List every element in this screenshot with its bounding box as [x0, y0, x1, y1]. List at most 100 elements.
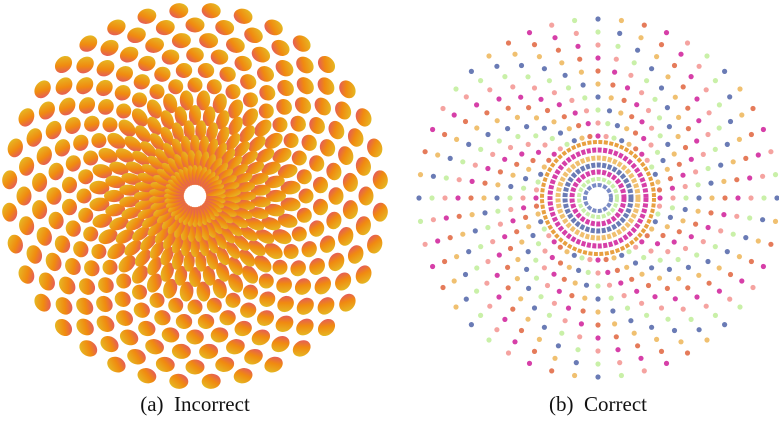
dot [655, 211, 660, 216]
dot [551, 272, 556, 277]
dot [648, 248, 653, 253]
dot [670, 195, 675, 200]
dot [709, 195, 714, 200]
blob [93, 57, 117, 80]
blob [269, 333, 293, 355]
blob [43, 250, 65, 274]
blob [125, 25, 148, 46]
dot [685, 106, 690, 111]
dot [658, 258, 663, 263]
blob [1, 170, 18, 190]
dot [676, 115, 681, 120]
blob [36, 99, 58, 123]
dot [701, 239, 706, 244]
dot [508, 246, 513, 251]
blob [64, 154, 83, 174]
dot [653, 172, 658, 177]
dot [649, 126, 654, 131]
dot [595, 55, 600, 60]
blob [61, 176, 77, 194]
dot [635, 343, 640, 348]
blob [345, 243, 366, 266]
dot [605, 270, 610, 275]
dot [617, 360, 622, 365]
blob [299, 239, 320, 260]
dot [533, 195, 538, 200]
dot [494, 195, 499, 200]
dot [639, 272, 644, 277]
blob [76, 32, 100, 55]
dot [678, 52, 683, 57]
blob [89, 130, 109, 150]
blob [24, 126, 45, 149]
dot [506, 106, 511, 111]
dot [638, 356, 643, 361]
dot [547, 78, 552, 83]
dot [626, 249, 631, 254]
dot [550, 136, 555, 141]
dot [532, 349, 537, 354]
dot [676, 134, 681, 139]
blob [161, 326, 181, 344]
dot [537, 337, 542, 342]
dot [694, 138, 699, 143]
dot [657, 195, 662, 200]
dot [595, 120, 600, 125]
dot [497, 252, 502, 257]
dot [559, 331, 564, 336]
blob [256, 288, 278, 310]
dot [502, 74, 507, 79]
dot [551, 119, 556, 124]
dot [595, 257, 600, 262]
dot [435, 238, 440, 243]
dot [542, 66, 547, 71]
blob [292, 94, 315, 117]
dot [478, 244, 483, 249]
dot [641, 255, 646, 260]
dot [655, 179, 660, 184]
blob [372, 202, 389, 222]
blob [242, 25, 265, 46]
dot [563, 73, 568, 78]
dot [442, 259, 447, 264]
dot [689, 234, 694, 239]
dot [756, 238, 761, 243]
dot [618, 110, 623, 115]
blob [306, 114, 328, 137]
dot [665, 74, 670, 79]
dot [521, 186, 526, 191]
dot [615, 123, 620, 128]
dot [697, 64, 702, 69]
dot [487, 87, 492, 92]
blob [186, 330, 204, 345]
blob [64, 219, 83, 239]
dot [520, 195, 525, 200]
dot [646, 108, 651, 113]
blob [167, 297, 184, 314]
blob [197, 313, 215, 329]
blob [274, 293, 297, 316]
dot [575, 44, 580, 49]
blob [112, 288, 134, 310]
blob [293, 53, 317, 77]
dot [567, 126, 572, 131]
dot [552, 356, 557, 361]
dot [655, 150, 660, 155]
blob [77, 207, 94, 224]
blob [232, 53, 254, 73]
dot [649, 164, 654, 169]
dot [579, 255, 584, 260]
dot [537, 54, 542, 59]
dot [760, 217, 765, 222]
dot [536, 150, 541, 155]
dot [619, 18, 624, 23]
blob [372, 170, 389, 190]
dot [416, 195, 421, 200]
dot [469, 69, 474, 74]
blob [232, 318, 254, 338]
dot [533, 133, 538, 138]
dot [577, 334, 582, 339]
dot [605, 121, 610, 126]
blob [171, 343, 191, 360]
blob [256, 270, 277, 291]
